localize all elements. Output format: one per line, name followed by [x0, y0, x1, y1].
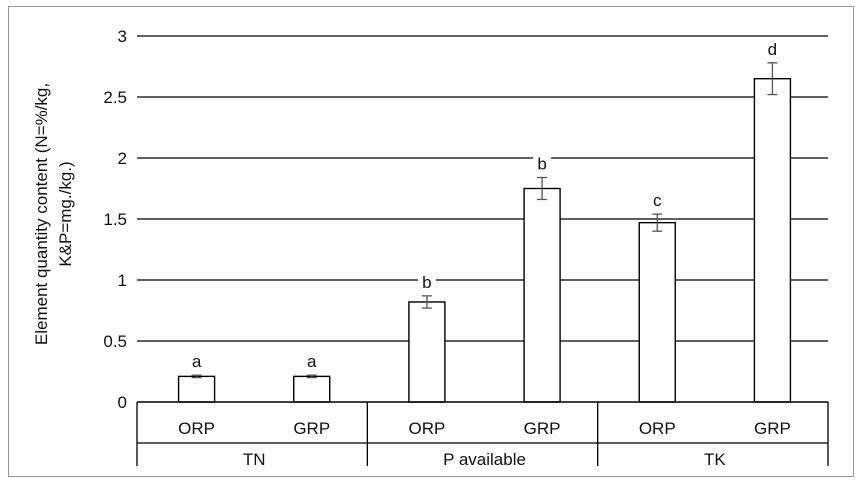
error-bar-g0-b0	[191, 374, 202, 379]
x-category-label-g1-b1: GRP	[524, 419, 561, 438]
y-tick-label-3: 1.5	[103, 210, 127, 229]
significance-letter-g2-b1: d	[768, 40, 777, 59]
error-bar-g1-b0	[421, 295, 432, 309]
letter-bg-g1-b1	[533, 154, 552, 174]
significance-letter-g1-b1: b	[537, 155, 546, 174]
x-axis: TN P available TK	[136, 401, 829, 469]
x-group-label-2: TK	[704, 450, 726, 469]
y-tick-label-5: 2.5	[103, 88, 127, 107]
letter-bg-g2-b0	[648, 191, 667, 211]
letter-bg-g1-b0	[417, 272, 436, 292]
x-category-label-g2-b0: ORP	[639, 419, 676, 438]
x-category-label-g0-b0: ORP	[178, 419, 215, 438]
x-category-label-g0-b1: GRP	[293, 419, 330, 438]
error-bar-g0-b1	[306, 374, 317, 379]
x-group-label-1: P available	[443, 450, 526, 469]
y-axis-ticks: 0 0.5 1 1.5 2 2.5 3	[103, 27, 127, 412]
letter-bg-g0-b0	[187, 352, 206, 372]
bar-g0-b0	[177, 375, 216, 403]
error-bar-g1-b1	[537, 176, 548, 201]
bar-g2-b0	[638, 221, 676, 403]
significance-letter-g2-b0: c	[653, 191, 662, 210]
significance-letter-g1-b0: b	[422, 273, 431, 292]
y-axis-label: Element quantity content (N=%/kg, K&P=mg…	[32, 83, 75, 345]
gridlines	[137, 35, 828, 342]
y-tick-label-2: 1	[118, 271, 127, 290]
x-category-label-g2-b1: GRP	[754, 419, 791, 438]
y-axis-label-line-2: K&P=mg./kg.)	[56, 161, 75, 266]
error-bar-g2-b1	[767, 62, 778, 96]
bar-g1-b0	[408, 301, 446, 403]
bars: a ORP a GRP b ORP b GRP c ORP d GRP	[177, 39, 792, 438]
y-tick-label-6: 3	[118, 27, 127, 46]
x-group-label-0: TN	[243, 450, 266, 469]
y-axis-label-line-1: Element quantity content (N=%/kg,	[32, 83, 51, 345]
y-tick-label-1: 0.5	[103, 332, 127, 351]
error-bar-g2-b0	[652, 213, 663, 232]
significance-letter-g0-b1: a	[307, 352, 317, 371]
letter-bg-g0-b1	[302, 352, 321, 372]
y-tick-label-4: 2	[118, 149, 127, 168]
letter-bg-g2-b1	[763, 39, 782, 59]
y-tick-label-0: 0	[118, 393, 127, 412]
x-category-label-g1-b0: ORP	[408, 419, 445, 438]
bar-g2-b1	[753, 77, 792, 403]
bar-g0-b1	[293, 375, 331, 403]
significance-letter-g0-b0: a	[192, 352, 202, 371]
bar-g1-b1	[523, 187, 561, 403]
